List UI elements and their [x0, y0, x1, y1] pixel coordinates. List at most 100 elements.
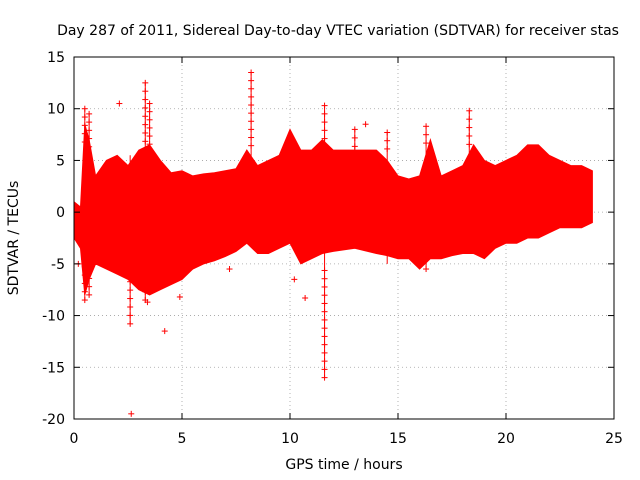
data-point: [86, 267, 93, 274]
data-point: [423, 131, 430, 138]
data-point: [248, 110, 255, 117]
data-point: [384, 145, 391, 152]
data-point: [81, 272, 88, 279]
data-point: [81, 114, 88, 121]
data-point: [321, 283, 328, 290]
data-point: [321, 267, 328, 274]
outlier-point: [291, 276, 298, 283]
data-point: [248, 118, 255, 125]
x-axis-label: GPS time / hours: [285, 457, 402, 473]
data-point: [146, 271, 153, 278]
data-point: [248, 69, 255, 76]
data-point: [127, 320, 134, 327]
data-point: [86, 110, 93, 117]
data-point: [248, 93, 255, 100]
outlier-point: [116, 100, 123, 107]
data-point: [127, 303, 134, 310]
data-series: [73, 69, 593, 417]
data-point: [321, 366, 328, 373]
data-point: [146, 108, 153, 115]
outlier-point: [161, 328, 168, 335]
data-point: [248, 134, 255, 141]
outlier-point: [176, 293, 183, 300]
data-point: [248, 142, 255, 149]
data-point: [142, 280, 149, 287]
data-point: [466, 116, 473, 123]
data-point: [321, 143, 328, 150]
data-point: [321, 119, 328, 126]
data-point: [321, 349, 328, 356]
x-tick-label: 20: [497, 431, 515, 447]
data-point: [351, 143, 358, 150]
data-point: [142, 113, 149, 120]
data-point: [142, 146, 149, 153]
data-point: [321, 110, 328, 117]
data-point: [146, 141, 153, 148]
outlier-point: [362, 121, 369, 128]
data-point: [466, 124, 473, 131]
data-point: [81, 138, 88, 145]
data-point: [86, 127, 93, 134]
data-point: [146, 124, 153, 131]
data-point: [248, 126, 255, 133]
data-point: [423, 123, 430, 130]
data-point: [86, 135, 93, 142]
outlier-point: [128, 410, 135, 417]
data-point: [127, 261, 134, 268]
plot-frame: [73, 56, 615, 420]
data-point: [127, 270, 134, 277]
data-point: [423, 140, 430, 147]
data-point: [81, 288, 88, 295]
outlier-point: [144, 299, 151, 306]
data-point: [86, 119, 93, 126]
data-point: [384, 129, 391, 136]
y-tick-label: -5: [51, 257, 65, 273]
data-point: [321, 308, 328, 315]
data-point: [423, 266, 430, 273]
data-point: [81, 297, 88, 304]
y-tick-label: 0: [56, 205, 65, 221]
data-point: [142, 121, 149, 128]
data-point: [146, 133, 153, 140]
y-axis-label: SDTVAR / TECUs: [6, 181, 22, 296]
data-point: [321, 374, 328, 381]
data-point: [81, 130, 88, 137]
data-point: [127, 287, 134, 294]
data-point: [321, 341, 328, 348]
data-point: [321, 102, 328, 109]
data-point: [248, 85, 255, 92]
y-tick-label: -20: [42, 412, 65, 428]
data-point: [81, 263, 88, 270]
data-point: [142, 129, 149, 136]
data-point: [127, 278, 134, 285]
x-tick-label: 25: [605, 431, 623, 447]
data-point: [81, 122, 88, 129]
data-point: [142, 138, 149, 145]
data-point: [321, 275, 328, 282]
data-point: [142, 263, 149, 270]
data-point: [81, 280, 88, 287]
axis-ticks: 0 5 10 15 20 25 -20 -15 -10 -5 0 5 10 15: [42, 50, 623, 447]
data-point: [466, 141, 473, 148]
outlier-point: [302, 294, 309, 301]
data-point: [321, 300, 328, 307]
data-point: [142, 79, 149, 86]
x-tick-label: 10: [281, 431, 299, 447]
data-point: [86, 275, 93, 282]
data-point: [81, 105, 88, 112]
data-point: [321, 333, 328, 340]
data-point: [321, 135, 328, 142]
data-point: [146, 263, 153, 270]
data-point: [248, 102, 255, 109]
data-point: [466, 107, 473, 114]
y-tick-label: 5: [56, 153, 65, 169]
x-tick-label: 0: [70, 431, 79, 447]
data-point: [86, 283, 93, 290]
data-point: [127, 312, 134, 319]
data-point: [86, 291, 93, 298]
data-point: [142, 88, 149, 95]
data-point: [321, 127, 328, 134]
data-point: [142, 96, 149, 103]
sdtvar-data-band: [73, 124, 593, 296]
